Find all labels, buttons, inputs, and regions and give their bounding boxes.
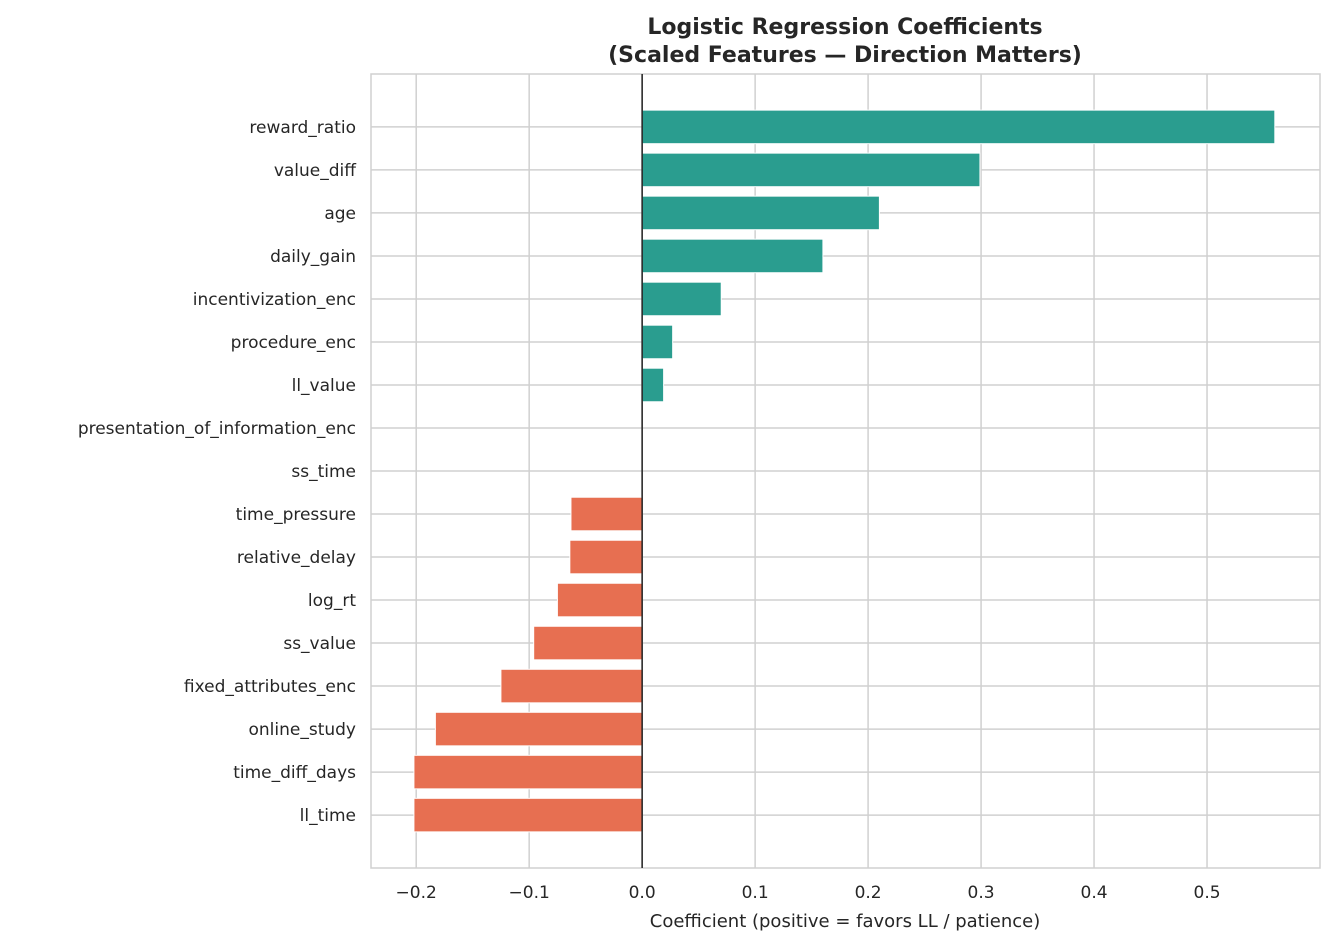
y-tick-label: online_study — [248, 720, 356, 740]
x-tick-label: 0.1 — [742, 883, 769, 903]
x-tick-label: 0.4 — [1081, 883, 1108, 903]
x-tick-label: −0.1 — [509, 883, 550, 903]
bar-ss_value — [533, 625, 643, 661]
bar-ll_time — [413, 797, 643, 833]
bar-value_diff — [641, 152, 981, 188]
bar-procedure_enc — [641, 324, 674, 360]
y-tick-label: value_diff — [274, 161, 357, 181]
chart-title-line1: Logistic Regression Coefficients — [647, 15, 1042, 40]
y-tick-label: time_diff_days — [233, 763, 356, 783]
bar-online_study — [434, 711, 643, 747]
bar-incentivization_enc — [641, 281, 722, 317]
y-tick-label: fixed_attributes_enc — [184, 677, 356, 697]
y-tick-label: presentation_of_information_enc — [78, 419, 356, 439]
bar-time_pressure — [570, 496, 643, 532]
x-tick-label: −0.2 — [396, 883, 437, 903]
bar-daily_gain — [641, 238, 824, 274]
bar-age — [641, 195, 880, 231]
bar-fixed_attributes_enc — [500, 668, 643, 704]
y-tick-label: procedure_enc — [231, 333, 356, 353]
y-tick-label: age — [324, 204, 356, 224]
bar-relative_delay — [569, 539, 643, 575]
y-tick-label: log_rt — [308, 591, 356, 611]
y-tick-label: ss_time — [291, 462, 356, 482]
y-tick-label: ss_value — [283, 634, 356, 654]
bar-log_rt — [556, 582, 643, 618]
bar-time_diff_days — [413, 754, 643, 790]
x-tick-label: 0.2 — [855, 883, 882, 903]
bar-reward_ratio — [641, 109, 1276, 145]
y-tick-label: relative_delay — [237, 548, 356, 568]
x-tick-label: 0.5 — [1194, 883, 1221, 903]
y-tick-label: ll_value — [292, 376, 356, 396]
y-tick-label: daily_gain — [270, 247, 356, 267]
y-tick-label: ll_time — [300, 806, 356, 826]
x-tick-label: 0.3 — [968, 883, 995, 903]
chart-title-line2: (Scaled Features — Direction Matters) — [608, 43, 1082, 68]
y-tick-label: time_pressure — [236, 505, 356, 525]
y-tick-label: incentivization_enc — [193, 290, 356, 310]
y-tick-label: reward_ratio — [249, 118, 356, 138]
x-tick-label: 0.0 — [629, 883, 656, 903]
bar-ll_value — [641, 367, 665, 403]
x-axis-label: Coefficient (positive = favors LL / pati… — [650, 911, 1040, 932]
